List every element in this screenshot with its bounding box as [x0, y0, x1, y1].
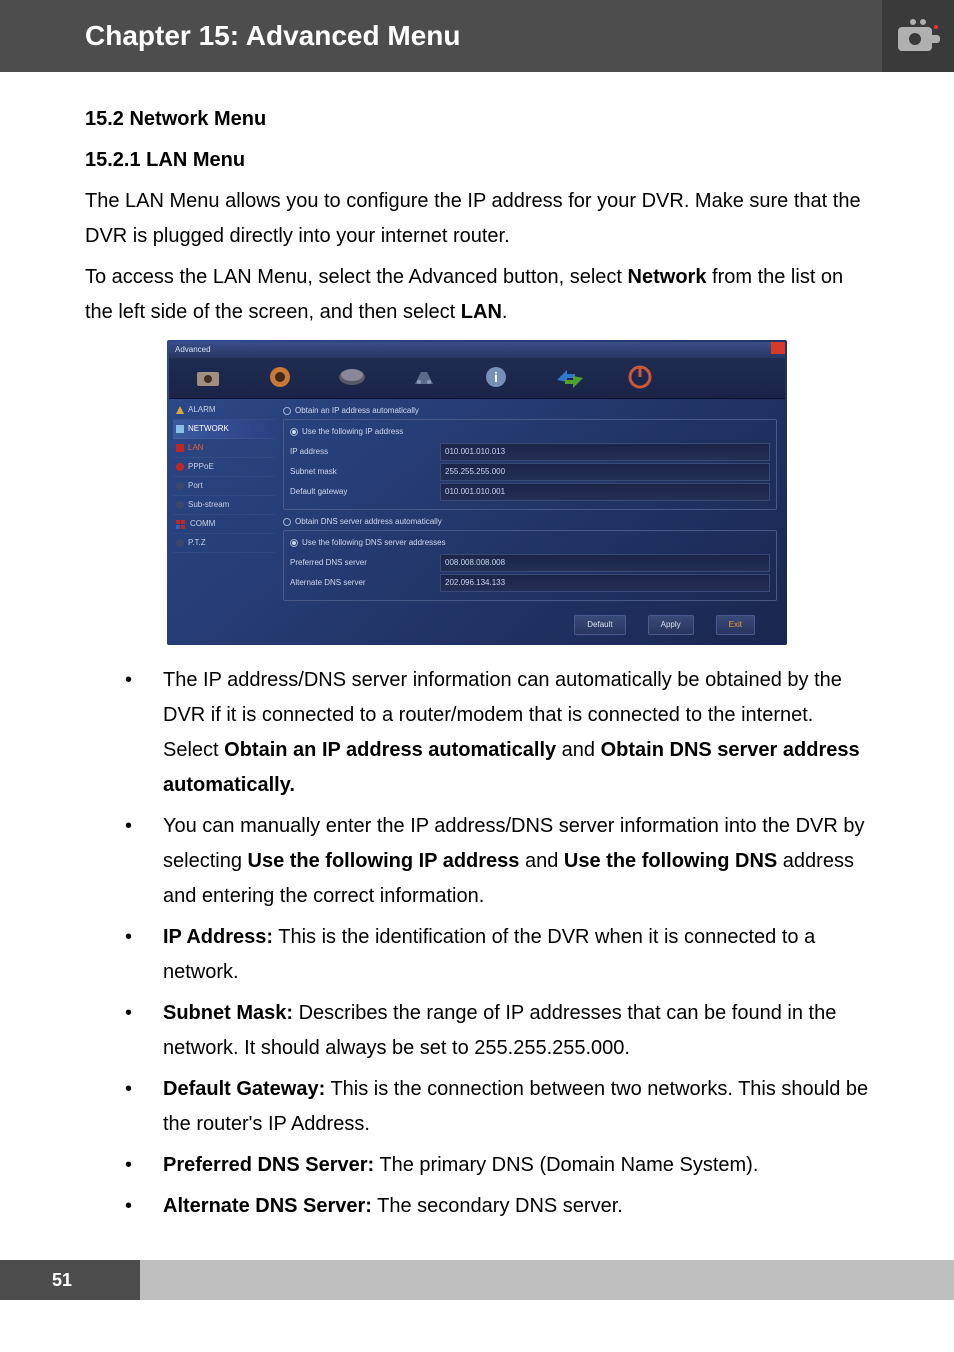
- sidebar-label: Port: [188, 479, 203, 493]
- page: Chapter 15: Advanced Menu 15.2 Network M…: [0, 0, 954, 1300]
- preferred-dns-input[interactable]: 008.008.008.008: [440, 554, 770, 572]
- window-close-button[interactable]: [771, 342, 785, 354]
- paragraph-2: To access the LAN Menu, select the Advan…: [85, 260, 869, 330]
- row-pref-dns: Preferred DNS server008.008.008.008: [290, 554, 770, 572]
- radio-use-ip[interactable]: Use the following IP address: [290, 424, 770, 440]
- text-span: .: [502, 301, 508, 323]
- field-label: Preferred DNS server: [290, 556, 440, 570]
- screenshot-body: ALARM NETWORK LAN PPPoE Port Sub-stream …: [169, 399, 785, 609]
- bold-lan: LAN: [461, 301, 502, 323]
- bold-text: Preferred DNS Server:: [163, 1154, 374, 1176]
- row-subnet: Subnet mask255.255.255.000: [290, 463, 770, 481]
- sidebar-label: LAN: [188, 441, 204, 455]
- sidebar-label: P.T.Z: [188, 536, 206, 550]
- exit-button[interactable]: Exit: [716, 615, 755, 635]
- tab-icon-power[interactable]: [619, 362, 661, 392]
- section-heading: 15.2 Network Menu: [85, 102, 869, 137]
- subsection-heading: 15.2.1 LAN Menu: [85, 143, 869, 178]
- tab-icon-network[interactable]: [403, 362, 445, 392]
- bold-text: Default Gateway:: [163, 1078, 325, 1100]
- sidebar-label: COMM: [190, 517, 215, 531]
- list-item: You can manually enter the IP address/DN…: [125, 809, 869, 914]
- fieldset-dns: Use the following DNS server addresses P…: [283, 530, 777, 601]
- sidebar-item-ptz[interactable]: P.T.Z: [173, 534, 275, 553]
- sidebar-item-port[interactable]: Port: [173, 477, 275, 496]
- toolbar-tabs: i: [169, 358, 785, 399]
- window-title: Advanced: [175, 343, 211, 357]
- screenshot-footer: Default Apply Exit: [169, 609, 785, 637]
- window-titlebar: Advanced: [169, 342, 785, 358]
- sidebar-item-substream[interactable]: Sub-stream: [173, 496, 275, 515]
- page-footer-fill: [140, 1260, 954, 1300]
- sidebar-item-network[interactable]: NETWORK: [173, 420, 275, 439]
- page-footer-bar: 51: [0, 1260, 954, 1300]
- radio-label: Use the following IP address: [302, 425, 403, 439]
- screenshot-sidebar: ALARM NETWORK LAN PPPoE Port Sub-stream …: [169, 399, 279, 609]
- field-label: IP address: [290, 445, 440, 459]
- tab-icon-arrows[interactable]: [547, 362, 589, 392]
- field-label: Subnet mask: [290, 465, 440, 479]
- tab-icon-gear[interactable]: [187, 362, 229, 392]
- bold-text: IP Address:: [163, 926, 273, 948]
- field-label: Alternate DNS server: [290, 576, 440, 590]
- radio-use-dns[interactable]: Use the following DNS server addresses: [290, 535, 770, 551]
- text-span: and: [519, 850, 563, 872]
- row-alt-dns: Alternate DNS server202.096.134.133: [290, 574, 770, 592]
- sidebar-item-lan[interactable]: LAN: [173, 439, 275, 458]
- chapter-icon-box: [882, 0, 954, 72]
- list-item: Default Gateway: This is the connection …: [125, 1072, 869, 1142]
- chapter-title: Chapter 15: Advanced Menu: [0, 0, 882, 72]
- alternate-dns-input[interactable]: 202.096.134.133: [440, 574, 770, 592]
- list-item: IP Address: This is the identification o…: [125, 920, 869, 990]
- chapter-header: Chapter 15: Advanced Menu: [0, 0, 954, 72]
- content-body: 15.2 Network Menu 15.2.1 LAN Menu The LA…: [0, 72, 954, 1260]
- row-ip-address: IP address010.001.010.013: [290, 443, 770, 461]
- camera-icon: [898, 19, 938, 53]
- bold-text: Subnet Mask:: [163, 1002, 293, 1024]
- sidebar-item-comm[interactable]: COMM: [173, 515, 275, 534]
- list-item: Alternate DNS Server: The secondary DNS …: [125, 1189, 869, 1224]
- text-span: The secondary DNS server.: [372, 1195, 623, 1217]
- default-button[interactable]: Default: [574, 615, 625, 635]
- tab-icon-hdd[interactable]: [331, 362, 373, 392]
- text-span: and: [556, 739, 600, 761]
- tab-icon-info[interactable]: i: [475, 362, 517, 392]
- sidebar-label: PPPoE: [188, 460, 214, 474]
- radio-label: Obtain DNS server address automatically: [295, 515, 442, 529]
- sidebar-label: Sub-stream: [188, 498, 229, 512]
- apply-button[interactable]: Apply: [648, 615, 694, 635]
- bold-text: Use the following IP address: [248, 850, 520, 872]
- bold-text: Use the following DNS: [564, 850, 777, 872]
- subnet-mask-input[interactable]: 255.255.255.000: [440, 463, 770, 481]
- paragraph-1: The LAN Menu allows you to configure the…: [85, 184, 869, 254]
- ip-address-input[interactable]: 010.001.010.013: [440, 443, 770, 461]
- default-gateway-input[interactable]: 010.001.010.001: [440, 483, 770, 501]
- bold-text: Obtain an IP address automatically: [224, 739, 556, 761]
- bold-text: Alternate DNS Server:: [163, 1195, 372, 1217]
- screenshot-main-panel: Obtain an IP address automatically Use t…: [279, 399, 785, 609]
- radio-label: Obtain an IP address automatically: [295, 404, 419, 418]
- bullet-list: The IP address/DNS server information ca…: [85, 663, 869, 1224]
- svg-text:i: i: [494, 369, 498, 385]
- radio-obtain-ip[interactable]: Obtain an IP address automatically: [283, 403, 777, 419]
- radio-label: Use the following DNS server addresses: [302, 536, 446, 550]
- row-gateway: Default gateway010.001.010.001: [290, 483, 770, 501]
- field-label: Default gateway: [290, 485, 440, 499]
- list-item: Subnet Mask: Describes the range of IP a…: [125, 996, 869, 1066]
- list-item: The IP address/DNS server information ca…: [125, 663, 869, 803]
- list-item: Preferred DNS Server: The primary DNS (D…: [125, 1148, 869, 1183]
- text-span: The primary DNS (Domain Name System).: [374, 1154, 758, 1176]
- sidebar-label: ALARM: [188, 403, 216, 417]
- sidebar-label: NETWORK: [188, 422, 229, 436]
- sidebar-item-pppoe[interactable]: PPPoE: [173, 458, 275, 477]
- tab-icon-lens[interactable]: [259, 362, 301, 392]
- fieldset-ip: Use the following IP address IP address0…: [283, 419, 777, 510]
- radio-obtain-dns[interactable]: Obtain DNS server address automatically: [283, 514, 777, 530]
- embedded-screenshot: Advanced i ALARM NETWORK LAN PPPoE Port …: [167, 340, 787, 645]
- page-number: 51: [0, 1260, 140, 1300]
- text-span: To access the LAN Menu, select the Advan…: [85, 266, 628, 288]
- sidebar-item-alarm[interactable]: ALARM: [173, 401, 275, 420]
- bold-network: Network: [628, 266, 707, 288]
